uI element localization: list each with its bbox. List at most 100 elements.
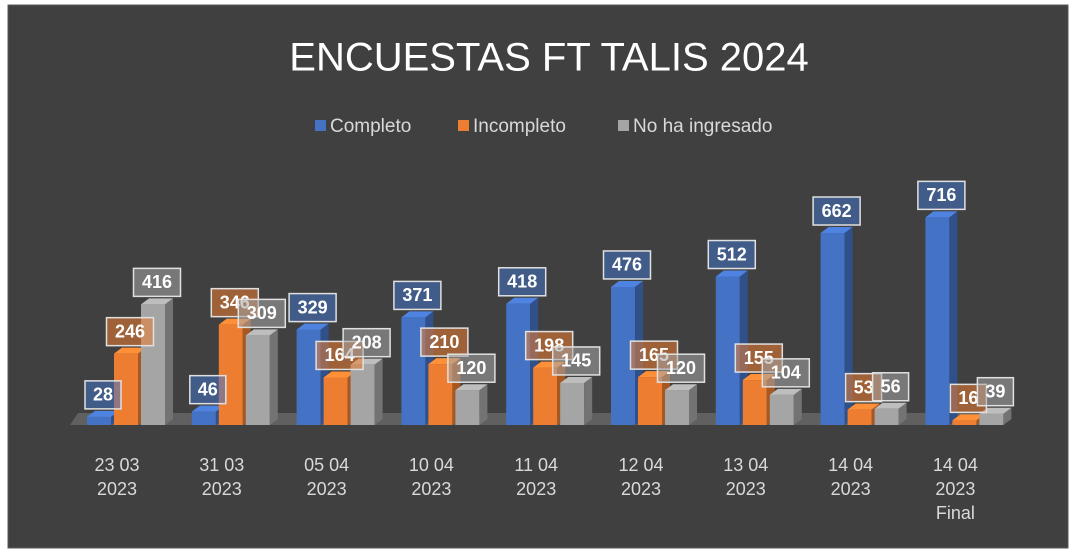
data-label-box xyxy=(656,353,706,383)
data-label: 120 xyxy=(666,358,696,378)
data-label-box xyxy=(551,346,601,376)
data-label: 53 xyxy=(854,377,874,397)
data-label-box xyxy=(420,327,469,357)
bar-side xyxy=(479,384,488,425)
bar-top xyxy=(506,297,539,304)
bar-front xyxy=(350,364,375,425)
x-tick-line: 23 03 xyxy=(94,455,139,475)
bar-side xyxy=(165,298,173,425)
data-label-box xyxy=(288,292,337,323)
data-label-box xyxy=(976,376,1015,407)
data-label: 16 xyxy=(958,388,978,408)
x-tick-line: 14 04 xyxy=(828,455,873,475)
bar-top xyxy=(401,311,434,318)
bar-side xyxy=(1003,407,1012,425)
x-tick-line: 31 03 xyxy=(199,455,244,475)
bar-front xyxy=(769,394,794,425)
bar xyxy=(506,297,539,425)
bar-front xyxy=(533,367,558,425)
bar xyxy=(665,384,697,425)
bar xyxy=(350,358,383,425)
bar xyxy=(769,388,802,425)
data-label-box xyxy=(761,358,811,388)
bar-top xyxy=(455,384,488,391)
bar-top xyxy=(952,414,985,421)
legend-label: Completo xyxy=(330,116,411,137)
data-label-box xyxy=(342,327,391,358)
data-label-box xyxy=(812,196,861,226)
data-label-box xyxy=(707,239,757,270)
legend-swatch xyxy=(618,120,629,131)
bar-top xyxy=(769,388,802,395)
bar-top xyxy=(245,329,278,336)
x-tick-line: 2023 xyxy=(307,479,347,499)
bar-front xyxy=(245,335,270,425)
x-tick-label: 05 04 2023 xyxy=(304,455,349,499)
bar-top xyxy=(141,298,173,305)
data-label: 418 xyxy=(507,272,537,292)
bar-front xyxy=(847,409,872,425)
data-label: 145 xyxy=(561,351,591,371)
bar-front xyxy=(979,413,1004,425)
data-label-box xyxy=(602,250,652,280)
bar-front xyxy=(191,411,216,425)
data-label-box xyxy=(237,298,287,329)
bar-front xyxy=(952,420,977,425)
bar-top xyxy=(979,407,1012,414)
data-label: 28 xyxy=(93,385,113,405)
bar-front xyxy=(638,377,662,425)
data-label-box xyxy=(447,353,496,383)
x-tick-line: 11 04 xyxy=(514,455,558,475)
data-label-box xyxy=(917,180,966,211)
data-label: 309 xyxy=(247,303,277,323)
data-label: 208 xyxy=(352,332,382,352)
data-label: 662 xyxy=(822,201,852,221)
x-tick-line: 2023 xyxy=(202,479,242,499)
bar-side xyxy=(269,329,278,425)
bar-top xyxy=(874,402,907,409)
x-tick-line: 2023 xyxy=(411,479,451,499)
x-tick-line: 2023 xyxy=(831,479,871,499)
data-label-box xyxy=(393,280,442,311)
bar-top xyxy=(114,347,146,354)
x-tick-line: 05 04 xyxy=(304,455,349,475)
legend-swatch xyxy=(315,120,326,131)
bar-top xyxy=(820,227,853,234)
bar xyxy=(455,384,488,425)
data-label: 56 xyxy=(881,377,901,397)
bar-front xyxy=(506,303,531,425)
data-label: 104 xyxy=(771,363,801,383)
bar-top xyxy=(296,323,329,330)
data-label: 416 xyxy=(142,272,172,292)
bar-front xyxy=(87,416,111,425)
bar-top xyxy=(665,384,697,391)
bar xyxy=(560,376,593,425)
bar-front xyxy=(874,408,899,425)
x-tick-label: 23 03 2023 xyxy=(94,455,139,499)
bar xyxy=(245,329,278,425)
data-label-box xyxy=(105,316,155,347)
data-label: 246 xyxy=(115,321,145,341)
legend-label: No ha ingresado xyxy=(633,116,772,137)
x-tick-label: 13 04 2023 xyxy=(723,455,768,499)
bar-top xyxy=(847,403,880,410)
data-label: 512 xyxy=(717,244,747,264)
data-label: 39 xyxy=(985,381,1005,401)
bar xyxy=(979,407,1012,425)
bar-front xyxy=(560,382,585,425)
x-tick-label: 31 03 2023 xyxy=(199,455,244,499)
bar-top xyxy=(715,270,748,277)
x-tick-line: 2023 xyxy=(516,479,556,499)
x-tick-label: 14 04 2023 Final xyxy=(933,455,978,523)
legend-label: Incompleto xyxy=(473,116,566,137)
data-label: 120 xyxy=(456,358,486,378)
bar-top xyxy=(191,405,224,412)
bar xyxy=(874,402,907,425)
x-tick-line: 2023 xyxy=(97,479,137,499)
x-tick-line: Final xyxy=(936,503,975,523)
bar xyxy=(925,211,958,425)
data-label: 329 xyxy=(298,297,328,317)
bar-front xyxy=(218,324,243,425)
x-tick-line: 10 04 xyxy=(409,455,454,475)
x-tick-line: 2023 xyxy=(621,479,661,499)
